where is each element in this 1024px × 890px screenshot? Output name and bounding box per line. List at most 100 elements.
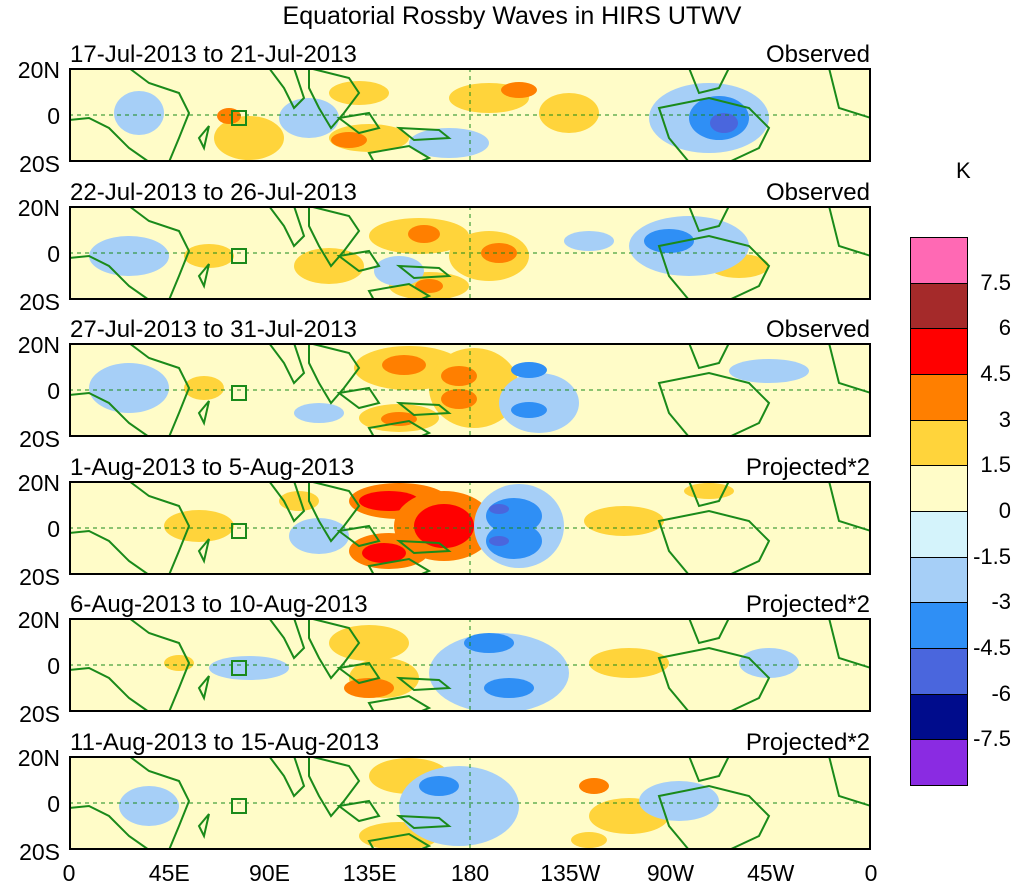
colorbar-swatch [910, 237, 968, 284]
latitude-label: 20S [19, 564, 60, 590]
anomaly-contour [294, 248, 364, 284]
region-box-marker [231, 385, 247, 401]
panel-date-range: 17-Jul-2013 to 21-Jul-2013 [70, 41, 357, 68]
anomaly-contour [481, 243, 517, 263]
anomaly-contour [484, 678, 534, 698]
colorbar-level-label: 7.5 [980, 269, 1011, 295]
panel-date-range: 11-Aug-2013 to 15-Aug-2013 [70, 729, 380, 756]
map-panel: 6-Aug-2013 to 10-Aug-2013 Projected*2 20N 0… [0, 591, 900, 733]
anomaly-contour [344, 678, 394, 698]
longitude-label: 90E [249, 860, 290, 886]
panel-data-type: Observed [765, 41, 870, 68]
coastline [657, 96, 771, 162]
longitude-axis: 0 45E 90E 135E 180 135W 90W 45W 0 [0, 860, 900, 890]
colorbar-swatch [910, 419, 968, 467]
colorbar-level-label: 0 [998, 498, 1011, 523]
anomaly-contour [639, 781, 719, 821]
coastline [267, 343, 306, 385]
latitude-label: 0 [47, 516, 60, 542]
anomaly-contour [409, 128, 489, 158]
anomaly-contour [289, 518, 349, 554]
colorbar-level-label: 6 [998, 315, 1011, 341]
coastline [69, 481, 191, 575]
anomaly-contour [464, 633, 514, 653]
anomaly-contour [184, 244, 234, 268]
anomaly-contour [415, 279, 443, 293]
panel-data-type: Projected*2 [745, 454, 870, 481]
anomaly-contour [399, 766, 519, 846]
coastline [308, 756, 361, 818]
anomaly-contour [644, 229, 694, 253]
coastline [69, 756, 191, 850]
latitude-label: 20S [19, 289, 60, 315]
longitude-label: 135W [540, 860, 601, 886]
coastline [657, 646, 771, 712]
anomaly-contour [729, 359, 809, 383]
coastline [69, 206, 191, 300]
longitude-label: 45W [747, 860, 795, 886]
longitude-label: 45E [148, 860, 190, 886]
latitude-label: 20N [17, 745, 60, 771]
map-panel: 11-Aug-2013 to 15-Aug-2013 Projected*2 20N… [0, 729, 900, 871]
coastline [657, 509, 771, 575]
panel-date-range: 6-Aug-2013 to 10-Aug-2013 [70, 591, 368, 618]
anomaly-contour [579, 778, 609, 794]
anomaly-map [69, 206, 871, 300]
coastline [687, 618, 731, 645]
coastline [395, 539, 452, 555]
latitude-label: 20S [19, 151, 60, 177]
coastline [69, 68, 191, 162]
map-frame [69, 481, 871, 575]
anomaly-contour [710, 113, 738, 133]
colorbar-swatch [910, 465, 968, 512]
colorbar-swatch [910, 602, 968, 649]
coastline [267, 756, 306, 798]
longitude-label: 0 [864, 860, 878, 886]
coastline [687, 206, 731, 233]
coastline [197, 813, 210, 839]
longitude-label: 135E [342, 860, 397, 886]
coastline [395, 126, 452, 142]
coastline [308, 618, 361, 680]
anomaly-map [69, 343, 871, 437]
coastline [197, 538, 210, 564]
anomaly-contour [209, 656, 289, 680]
coastline [827, 343, 871, 395]
latitude-label: 0 [47, 653, 60, 679]
region-box-marker [231, 660, 247, 676]
anomaly-contour [441, 389, 477, 409]
longitude-label: 0 [62, 860, 76, 886]
anomaly-contour [511, 362, 547, 378]
colorbar-swatch [910, 693, 968, 741]
panel-data-type: Observed [765, 179, 870, 206]
latitude-label: 0 [47, 378, 60, 404]
anomaly-contour [184, 376, 224, 400]
anomaly-contour [89, 363, 169, 413]
anomaly-contour [564, 231, 614, 251]
anomaly-contour [119, 786, 179, 826]
panel-date-range: 22-Jul-2013 to 26-Jul-2013 [70, 179, 357, 206]
coastline [308, 343, 361, 405]
latitude-label: 20S [19, 839, 60, 865]
anomaly-contour [511, 402, 547, 418]
coastline [827, 481, 871, 533]
anomaly-contour [539, 93, 599, 133]
region-box-marker [231, 248, 247, 264]
latitude-label: 0 [47, 103, 60, 129]
colorbar-level-label: -6 [991, 680, 1011, 706]
colorbar-swatch [910, 739, 968, 786]
coastline [267, 206, 306, 248]
panel-date-range: 1-Aug-2013 to 5-Aug-2013 [70, 454, 355, 481]
coastline [69, 618, 191, 712]
colorbar-level-label: -3 [991, 589, 1011, 615]
anomaly-contour [329, 625, 409, 661]
colorbar-swatch [910, 282, 968, 330]
anomaly-map [69, 68, 871, 162]
longitude-label: 90W [646, 860, 695, 886]
anomaly-contour [164, 510, 234, 542]
coastline [69, 343, 191, 437]
anomaly-contour [408, 225, 440, 243]
anomaly-contour [414, 504, 474, 548]
colorbar-level-label: 3 [998, 406, 1011, 432]
map-frame [69, 68, 871, 162]
